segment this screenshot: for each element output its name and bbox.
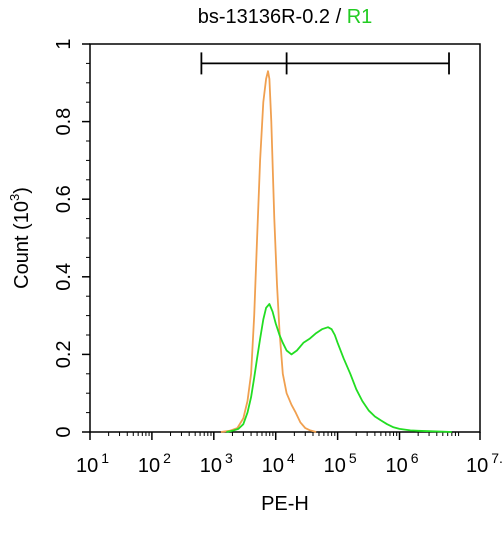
- y-tick-label: 0.2: [53, 340, 75, 368]
- y-axis-label-close: ): [11, 187, 33, 194]
- y-axis-label-text: Count (10: [11, 201, 33, 289]
- x-axis-ticks: 101 102 103 104 105 106 107.3: [76, 432, 503, 477]
- chart-title: bs-13136R-0.2 / R1: [198, 6, 373, 28]
- y-axis-ticks: 0 0.2 0.4 0.6 0.8 1: [53, 38, 90, 438]
- y-axis-label: Count (103): [7, 187, 33, 289]
- gate-marker: [200, 52, 450, 75]
- x-tick-label: 10 5: [324, 450, 357, 477]
- x-tick-label: 10 4: [262, 450, 295, 477]
- y-tick-label: 0: [53, 426, 75, 437]
- x-tick-label: 10 6: [386, 450, 419, 477]
- green-histogram-line: [226, 303, 452, 433]
- y-tick-label: 0.8: [53, 108, 75, 136]
- chart-title-highlight: R1: [347, 6, 373, 28]
- x-axis-label: PE-H: [261, 493, 309, 515]
- y-tick-label: 1: [53, 38, 75, 49]
- y-tick-label: 0.6: [53, 185, 75, 213]
- y-tick-label: 0.4: [53, 263, 75, 291]
- x-tick-label: 10 3: [200, 450, 233, 477]
- y-axis-label-sup: 3: [7, 194, 22, 201]
- x-tick-label: 107.3: [466, 450, 503, 477]
- x-tick-label: 10 2: [138, 450, 171, 477]
- orange-histogram-line: [220, 70, 317, 433]
- x-tick-label: 10 1: [76, 450, 109, 477]
- x-minor-ticks: [108, 432, 460, 436]
- plot-frame: [89, 43, 481, 433]
- chart-title-prefix: bs-13136R-0.2 /: [198, 6, 347, 28]
- series-layer: [220, 70, 452, 433]
